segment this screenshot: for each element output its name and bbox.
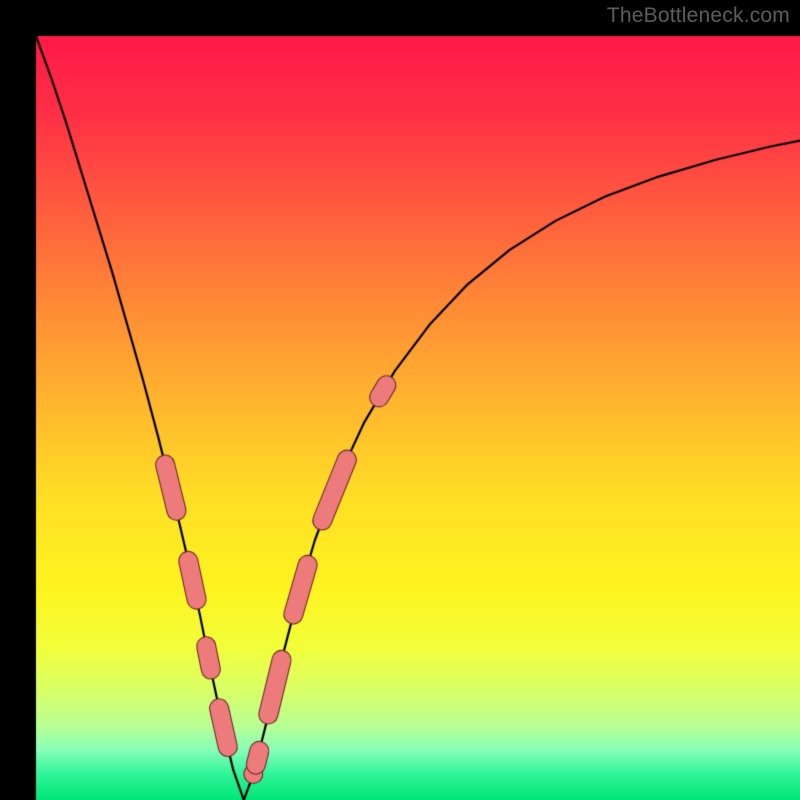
watermark-text: TheBottleneck.com	[607, 4, 790, 28]
bottleneck-chart	[0, 0, 800, 800]
